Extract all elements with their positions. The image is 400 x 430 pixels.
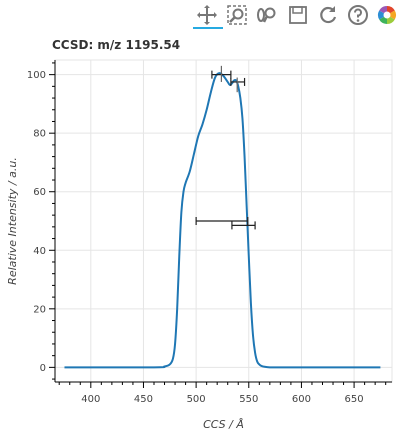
x-tick-label: 400 bbox=[81, 394, 100, 405]
pan-icon[interactable] bbox=[196, 4, 218, 26]
y-tick-label: 0 bbox=[40, 363, 46, 374]
y-tick-label: 80 bbox=[33, 129, 46, 140]
reset-icon[interactable] bbox=[317, 4, 339, 26]
x-tick-label: 550 bbox=[239, 394, 258, 405]
save-icon[interactable] bbox=[287, 4, 309, 26]
grid bbox=[55, 60, 392, 382]
x-tick-label: 600 bbox=[292, 394, 311, 405]
box-zoom-icon[interactable] bbox=[226, 4, 248, 26]
y-tick-label: 60 bbox=[33, 187, 46, 198]
wheel-zoom-icon[interactable] bbox=[256, 4, 278, 26]
data-series-line bbox=[64, 72, 381, 369]
x-axis-label: CCS / Å bbox=[203, 418, 244, 430]
x-tick-label: 500 bbox=[187, 394, 206, 405]
x-tick-label: 450 bbox=[134, 394, 153, 405]
bokeh-logo-icon[interactable] bbox=[376, 4, 398, 26]
plot-marks bbox=[64, 65, 381, 369]
y-tick-label: 100 bbox=[27, 70, 46, 81]
active-tool-indicator bbox=[193, 27, 223, 29]
axes: 400 450 500 550 600 650 0 20 40 60 80 100 bbox=[27, 60, 392, 405]
y-tick-label: 20 bbox=[33, 304, 46, 315]
y-tick-label: 40 bbox=[33, 246, 46, 257]
help-icon[interactable] bbox=[347, 4, 369, 26]
x-tick-label: 650 bbox=[345, 394, 364, 405]
chart-title: CCSD: m/z 1195.54 bbox=[52, 38, 181, 52]
toolbar bbox=[0, 0, 400, 32]
y-axis-label: Relative Intensity / a.u. bbox=[6, 157, 19, 285]
